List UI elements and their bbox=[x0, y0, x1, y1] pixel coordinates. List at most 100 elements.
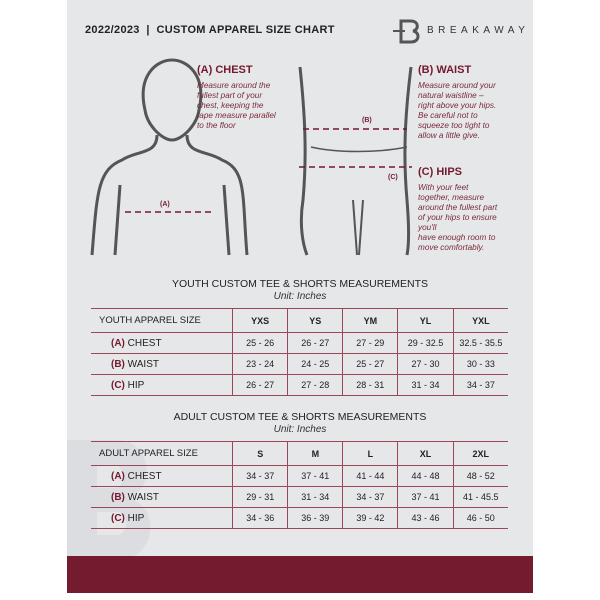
measurement-label: (A) CHEST bbox=[91, 466, 233, 487]
measurement-label: (A) CHEST bbox=[91, 333, 232, 354]
size-column-header: YM bbox=[342, 308, 398, 333]
measurement-value: 34 - 36 bbox=[232, 507, 288, 529]
description-line: tape measure parallel bbox=[197, 111, 276, 120]
measurement-value: 23 - 24 bbox=[231, 353, 288, 375]
size-label-header: ADULT APPAREL SIZE bbox=[99, 448, 198, 459]
youth-table-unit: Unit: Inches bbox=[273, 291, 327, 302]
footer-band bbox=[67, 556, 533, 593]
youth-size-table: YOUTH APPAREL SIZE YXS YS YM YL YXL (A) CHEST 2… bbox=[91, 308, 508, 396]
description-line: to the floor bbox=[197, 121, 236, 130]
waist-heading: (B) WAIST bbox=[418, 64, 472, 76]
measurement-value: 39 - 42 bbox=[342, 507, 398, 529]
size-column-header: YL bbox=[397, 308, 454, 333]
measurement-name: HIP bbox=[127, 512, 145, 524]
size-label-header: YOUTH APPAREL SIZE bbox=[99, 315, 201, 326]
measurement-value: 46 - 50 bbox=[452, 507, 508, 529]
table-row: (A) CHEST 34 - 37 37 - 41 41 - 44 44 - 48 48 … bbox=[91, 465, 508, 487]
measurement-code: (A) bbox=[111, 337, 125, 349]
measurement-label: (B) WAIST bbox=[91, 487, 233, 508]
description-line: squeeze too tight to bbox=[418, 121, 490, 130]
measurement-name: CHEST bbox=[127, 470, 162, 482]
measurement-value: 25 - 27 bbox=[342, 353, 398, 375]
breakaway-logo-icon bbox=[393, 19, 420, 44]
measurement-value: 29 - 31 bbox=[232, 486, 288, 508]
description-line: chest, keeping the bbox=[197, 101, 264, 110]
description-line: Measure around your bbox=[418, 81, 496, 90]
table-row: (C) HIP 34 - 36 36 - 39 39 - 42 43 - 46 46 - … bbox=[91, 507, 508, 529]
waist-marker: (B) bbox=[362, 117, 372, 124]
adult-size-table: ADULT APPAREL SIZE S M L XL 2XL (A) CHEST 34 - … bbox=[91, 441, 508, 529]
measurement-value: 29 - 32.5 bbox=[397, 332, 454, 354]
measurement-value: 36 - 39 bbox=[287, 507, 343, 529]
measurement-value: 34 - 37 bbox=[232, 465, 288, 487]
size-column-header: L bbox=[342, 441, 398, 466]
chest-description: Measure around the fullest part of your ch… bbox=[197, 81, 276, 131]
measurement-value: 37 - 41 bbox=[287, 465, 343, 487]
measurement-name: CHEST bbox=[127, 337, 162, 349]
measurement-value: 31 - 34 bbox=[287, 486, 343, 508]
measurement-value: 48 - 52 bbox=[452, 465, 508, 487]
size-column-header: YXS bbox=[231, 308, 288, 333]
table-row: (A) CHEST 25 - 26 26 - 27 27 - 29 29 - 32.5 3… bbox=[91, 332, 508, 354]
measurement-value: 24 - 25 bbox=[287, 353, 343, 375]
description-line: around the fullest part bbox=[418, 203, 498, 212]
size-column-header: YXL bbox=[452, 308, 508, 333]
table-row: (C) HIP 26 - 27 27 - 28 28 - 31 31 - 34 34 - … bbox=[91, 374, 508, 396]
youth-table-title: YOUTH CUSTOM TEE & SHORTS MEASUREMENTS bbox=[171, 278, 429, 290]
measurement-code: (A) bbox=[111, 470, 125, 482]
description-line: together, measure bbox=[418, 193, 484, 202]
description-line: With your feet bbox=[418, 183, 469, 192]
measurement-value: 27 - 29 bbox=[342, 332, 398, 354]
size-column-header: M bbox=[287, 441, 343, 466]
description-line: of your hips to ensure bbox=[418, 213, 497, 222]
measurement-value: 37 - 41 bbox=[397, 486, 454, 508]
table-row: (B) WAIST 23 - 24 24 - 25 25 - 27 27 - 30 30 … bbox=[91, 353, 508, 375]
size-column-header: 2XL bbox=[452, 441, 508, 466]
measurement-name: WAIST bbox=[127, 358, 159, 370]
measurement-value: 27 - 30 bbox=[397, 353, 454, 375]
table-header-row: YOUTH APPAREL SIZE YXS YS YM YL YXL bbox=[91, 308, 508, 333]
measurement-value: 43 - 46 bbox=[397, 507, 454, 529]
description-line: natural waistline – bbox=[418, 91, 484, 100]
measurement-value: 26 - 27 bbox=[231, 374, 288, 396]
watermark-logo bbox=[67, 440, 151, 560]
measurement-label: (C) HIP bbox=[91, 508, 233, 529]
hips-marker: (C) bbox=[388, 174, 398, 181]
description-line: have enough room to bbox=[418, 233, 496, 242]
description-line: you'll bbox=[418, 223, 437, 232]
measurement-name: HIP bbox=[127, 379, 145, 391]
description-line: move comfortably. bbox=[418, 243, 485, 252]
measurement-code: (B) bbox=[111, 491, 125, 503]
measurement-name: WAIST bbox=[127, 491, 159, 503]
chest-instructions: (A) CHEST Measure around the fullest part… bbox=[197, 64, 276, 131]
measurement-label: (C) HIP bbox=[91, 375, 232, 396]
adult-table-title: ADULT CUSTOM TEE & SHORTS MEASUREMENTS bbox=[173, 411, 427, 423]
measurement-code: (C) bbox=[111, 379, 125, 391]
measurement-value: 26 - 27 bbox=[287, 332, 343, 354]
adult-table-unit: Unit: Inches bbox=[273, 424, 327, 435]
hips-instructions: (C) HIPS With your feet together, measure… bbox=[418, 166, 497, 253]
measurement-label: (B) WAIST bbox=[91, 354, 232, 375]
description-line: right above your hips. bbox=[418, 101, 497, 110]
measurement-value: 32.5 - 35.5 bbox=[452, 332, 508, 354]
brand-name: BREAKAWAY bbox=[427, 25, 530, 36]
hips-description: With your feet together, measure around th… bbox=[418, 183, 497, 253]
waist-description: Measure around your natural waistline – ri… bbox=[418, 81, 496, 141]
measurement-value: 25 - 26 bbox=[231, 332, 288, 354]
description-line: Measure around the bbox=[197, 81, 271, 90]
measurement-value: 30 - 33 bbox=[452, 353, 508, 375]
size-column-header: S bbox=[232, 441, 288, 466]
measurement-code: (C) bbox=[111, 512, 125, 524]
measurement-value: 28 - 31 bbox=[342, 374, 398, 396]
measurement-code: (B) bbox=[111, 358, 125, 370]
chest-heading: (A) CHEST bbox=[197, 64, 253, 76]
measurement-value: 44 - 48 bbox=[397, 465, 454, 487]
measurement-value: 34 - 37 bbox=[342, 486, 398, 508]
measurement-value: 41 - 45.5 bbox=[452, 486, 508, 508]
waist-instructions: (B) WAIST Measure around your natural wai… bbox=[418, 64, 496, 141]
description-line: allow a little give. bbox=[418, 131, 480, 140]
size-column-header: XL bbox=[397, 441, 454, 466]
size-column-header: YS bbox=[287, 308, 343, 333]
measurement-value: 27 - 28 bbox=[287, 374, 343, 396]
measurement-value: 31 - 34 bbox=[397, 374, 454, 396]
